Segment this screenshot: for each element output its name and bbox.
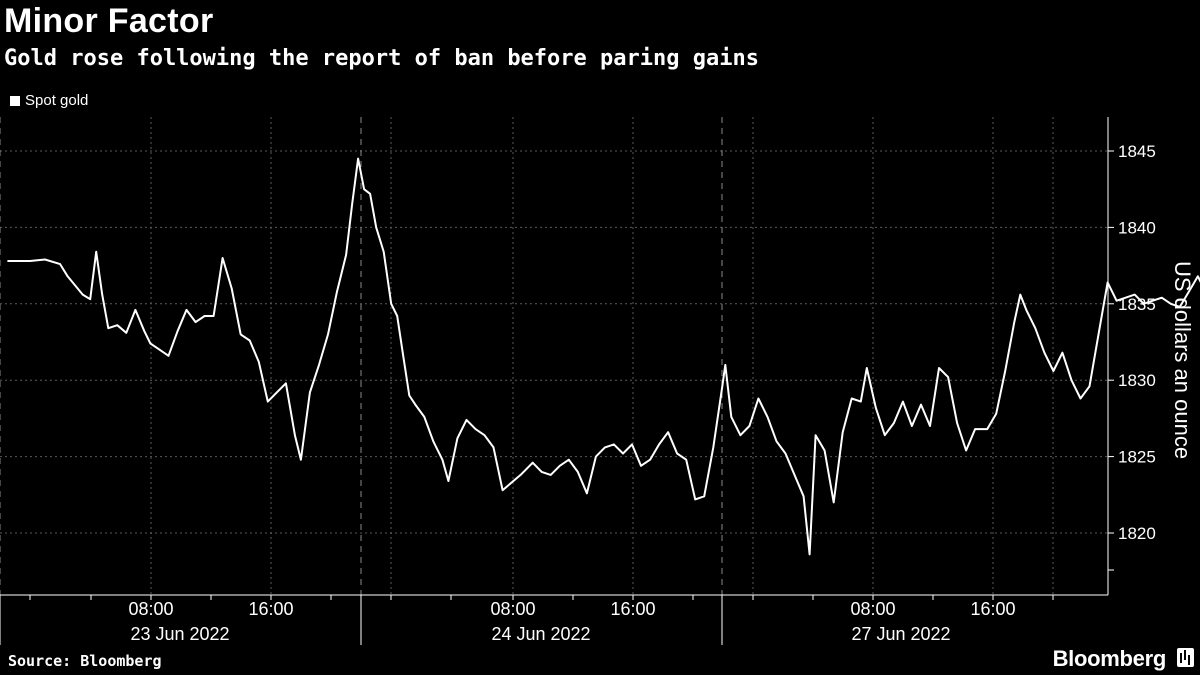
y-tick-label: 1825: [1118, 448, 1156, 467]
x-tick-label: 16:00: [970, 599, 1015, 619]
chart-subtitle: Gold rose following the report of ban be…: [4, 46, 759, 71]
legend-label: Spot gold: [25, 92, 89, 109]
legend-swatch: [10, 95, 20, 106]
chart-icon: [1177, 648, 1194, 667]
y-tick-label: 1835: [1118, 295, 1156, 314]
x-tick-label: 08:00: [490, 599, 535, 619]
y-tick-label: 1830: [1118, 371, 1156, 390]
y-tick-label: 1840: [1118, 218, 1156, 237]
brand-logo: Bloomberg: [1052, 646, 1167, 671]
x-day-label: 23 Jun 2022: [130, 624, 229, 644]
x-tick-label: 08:00: [850, 599, 895, 619]
x-day-label: 27 Jun 2022: [851, 624, 950, 644]
series-line-spot-gold: [7, 157, 1200, 556]
y-axis-title: US dollars an ounce: [1170, 261, 1195, 459]
x-tick-label: 16:00: [248, 599, 293, 619]
chart-title: Minor Factor: [4, 2, 214, 40]
x-tick-label: 08:00: [128, 599, 173, 619]
y-tick-label: 1820: [1118, 524, 1156, 543]
legend: Spot gold: [10, 92, 88, 109]
x-tick-label: 16:00: [610, 599, 655, 619]
x-day-label: 24 Jun 2022: [491, 624, 590, 644]
y-tick-label: 1845: [1118, 142, 1156, 161]
source-note: Source: Bloomberg: [8, 652, 162, 670]
